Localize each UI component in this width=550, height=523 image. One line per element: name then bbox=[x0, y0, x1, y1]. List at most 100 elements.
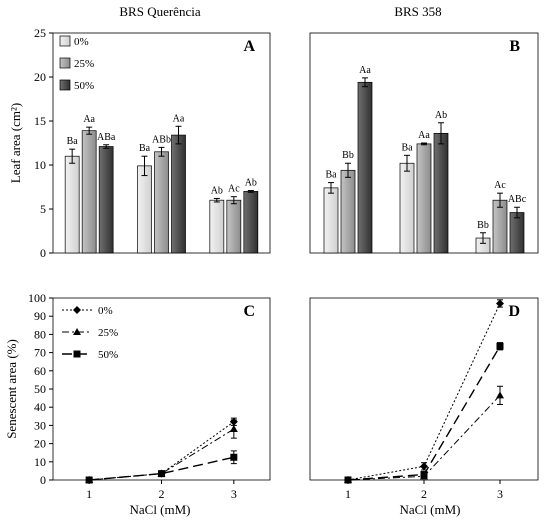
significance-label: Aa bbox=[359, 65, 371, 76]
title-left: BRS Querência bbox=[119, 4, 200, 19]
data-point bbox=[496, 299, 504, 308]
y-tick-label: 10 bbox=[34, 455, 46, 469]
y-tick-label: 70 bbox=[34, 346, 46, 360]
panel-letter: C bbox=[243, 303, 255, 320]
data-point bbox=[230, 453, 238, 461]
significance-label: ABb bbox=[152, 134, 171, 145]
xlabel-right: NaCl (mM) bbox=[399, 502, 460, 517]
significance-label: Ab bbox=[435, 110, 447, 121]
data-point bbox=[229, 425, 238, 433]
series-line bbox=[347, 345, 501, 481]
bar bbox=[64, 155, 80, 254]
y-tick-label: 50 bbox=[34, 382, 46, 396]
significance-label: Ba bbox=[139, 143, 151, 154]
y-tick-label: 5 bbox=[40, 202, 46, 216]
series-line bbox=[347, 303, 501, 481]
x-tick-label: 2 bbox=[159, 487, 165, 501]
significance-label: Aa bbox=[83, 114, 95, 125]
panel-d-line-chart: 1 2 3 D bbox=[309, 297, 539, 501]
bar bbox=[357, 81, 373, 254]
data-point bbox=[496, 391, 504, 399]
bar bbox=[171, 134, 186, 254]
significance-label: Ba bbox=[401, 142, 413, 153]
y-tick-label: 10 bbox=[34, 158, 46, 172]
y-tick-label: 80 bbox=[34, 327, 46, 341]
panel-b-bar-chart: B Ba Ba Bb Bb Aa Ac Aa Ab ABc bbox=[309, 32, 539, 254]
significance-label: Bb bbox=[342, 150, 354, 161]
panel-c-line-chart: 0 10 20 30 40 50 60 70 80 90 100 1 2 3 C 0% 25% 50% bbox=[28, 291, 271, 501]
y-tick-label: 20 bbox=[34, 70, 46, 84]
significance-label: Ac bbox=[228, 184, 240, 195]
data-point bbox=[73, 328, 81, 335]
series-line bbox=[89, 456, 234, 481]
bar bbox=[154, 151, 169, 254]
legend-label: 25% bbox=[98, 327, 118, 339]
significance-label: Aa bbox=[418, 130, 430, 141]
bar bbox=[81, 130, 97, 254]
ylabel-top: Leaf area (cm²) bbox=[8, 103, 23, 183]
y-tick-label: 60 bbox=[34, 364, 46, 378]
significance-label: Ab bbox=[211, 185, 223, 196]
y-tick-label: 20 bbox=[34, 437, 46, 451]
bar bbox=[98, 146, 114, 254]
bar bbox=[243, 191, 259, 254]
significance-label: Ab bbox=[245, 178, 257, 189]
bar bbox=[399, 162, 415, 254]
y-tick-label: 15 bbox=[34, 114, 46, 128]
bar bbox=[416, 143, 432, 254]
legend-swatch bbox=[59, 35, 71, 47]
data-point bbox=[344, 476, 352, 484]
y-tick-label: 40 bbox=[34, 400, 46, 414]
y-tick-label: 90 bbox=[34, 309, 46, 323]
bar bbox=[226, 199, 242, 254]
data-point bbox=[158, 470, 165, 478]
x-tick-label: 1 bbox=[345, 487, 351, 501]
y-tick-label: 0 bbox=[40, 473, 46, 487]
panel-letter: D bbox=[508, 303, 520, 320]
bar bbox=[340, 169, 356, 254]
y-tick-label: 100 bbox=[28, 291, 46, 305]
ylabel-bottom: Senescent area (%) bbox=[4, 339, 19, 439]
significance-label: ABa bbox=[97, 132, 116, 143]
data-point bbox=[85, 476, 93, 484]
y-tick-label: 30 bbox=[34, 418, 46, 432]
data-point bbox=[73, 306, 81, 314]
panel-frame bbox=[309, 297, 539, 481]
y-tick-label: 0 bbox=[40, 246, 46, 260]
legend-label: 25% bbox=[74, 58, 94, 70]
legend-swatch bbox=[59, 57, 71, 69]
data-point bbox=[496, 342, 504, 350]
significance-label: Bb bbox=[477, 220, 489, 231]
bar bbox=[433, 132, 449, 254]
y-tick-label: 25 bbox=[34, 26, 46, 40]
data-point bbox=[420, 471, 428, 479]
data-point bbox=[420, 462, 428, 471]
bar bbox=[509, 212, 525, 254]
legend-label: 0% bbox=[98, 305, 113, 317]
panel-letter: A bbox=[243, 38, 255, 55]
x-tick-label: 2 bbox=[421, 487, 427, 501]
significance-label: Aa bbox=[173, 113, 185, 124]
significance-label: Ac bbox=[494, 180, 506, 191]
panel-letter: B bbox=[509, 38, 520, 55]
legend-swatch bbox=[59, 79, 71, 91]
xlabel-left: NaCl (mM) bbox=[129, 502, 190, 517]
data-point bbox=[73, 350, 81, 358]
bar bbox=[323, 187, 339, 254]
legend-label: 0% bbox=[74, 36, 89, 48]
significance-label: ABc bbox=[508, 194, 527, 205]
bar bbox=[137, 165, 152, 254]
legend-label: 50% bbox=[98, 349, 118, 361]
title-right: BRS 358 bbox=[394, 4, 441, 19]
panel-frame bbox=[52, 297, 271, 481]
bar bbox=[209, 199, 225, 254]
legend-label: 50% bbox=[74, 80, 94, 92]
significance-label: Ba bbox=[67, 136, 79, 147]
x-tick-label: 3 bbox=[231, 487, 237, 501]
bar bbox=[492, 199, 508, 254]
x-tick-label: 1 bbox=[86, 487, 92, 501]
x-tick-label: 3 bbox=[497, 487, 503, 501]
significance-label: Ba bbox=[325, 170, 337, 181]
